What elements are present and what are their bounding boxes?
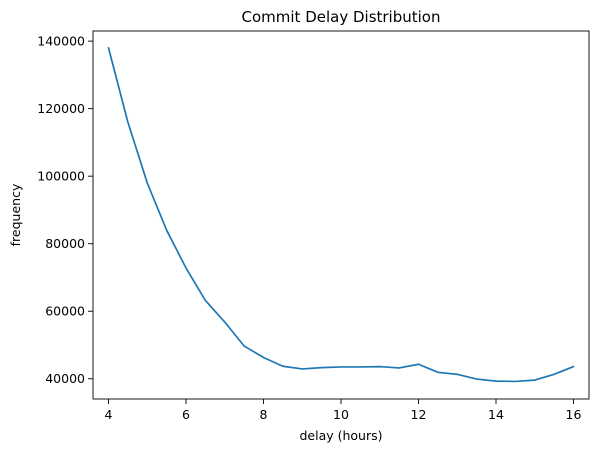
x-tick-label: 6 (182, 407, 190, 422)
y-tick-label: 60000 (45, 304, 85, 319)
x-tick-label: 16 (566, 407, 582, 422)
x-axis-label: delay (hours) (299, 428, 382, 443)
x-tick-label: 12 (411, 407, 427, 422)
x-tick-label: 8 (260, 407, 268, 422)
y-tick-label: 40000 (45, 371, 85, 386)
y-tick-label: 140000 (37, 34, 85, 49)
x-axis: 4 6 8 10 12 14 16 (105, 399, 582, 422)
axes-frame (92, 30, 590, 400)
x-tick-label: 14 (488, 407, 504, 422)
y-tick-label: 120000 (37, 101, 85, 116)
x-tick-label: 4 (105, 407, 113, 422)
series-line-0 (107, 47, 575, 383)
y-tick-label: 80000 (45, 236, 85, 251)
y-axis-label: frequency (8, 183, 23, 246)
chart-title: Commit Delay Distribution (242, 8, 441, 26)
plot-area (107, 47, 575, 383)
y-axis: 40000 60000 80000 100000 120000 140000 (37, 34, 93, 386)
y-tick-label: 100000 (37, 169, 85, 184)
x-tick-label: 10 (333, 407, 349, 422)
